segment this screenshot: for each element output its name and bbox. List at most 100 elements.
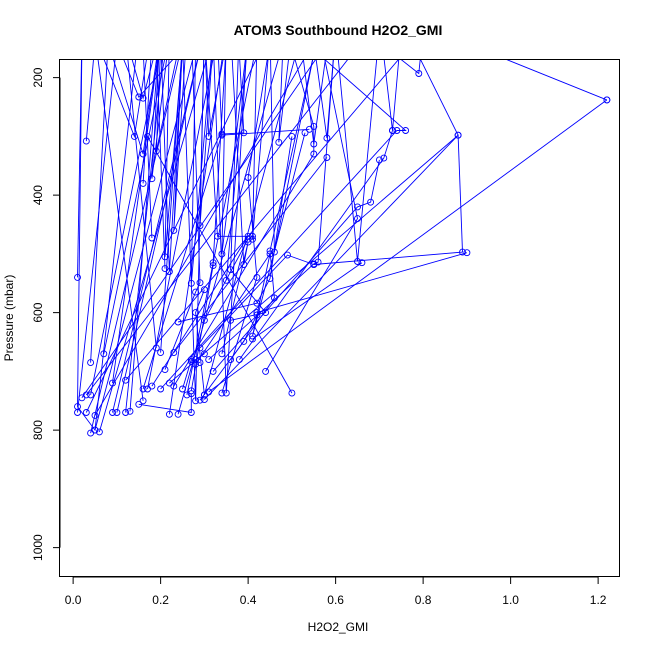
data-point-8-0 (82, 137, 90, 145)
series-line-37 (112, 60, 183, 384)
data-point-37-0 (109, 379, 116, 387)
data-point-1-2 (192, 397, 200, 405)
series-line-9 (77, 60, 82, 278)
data-point-33-0 (174, 318, 182, 326)
data-point-43-1 (446, 34, 452, 40)
series-line-53 (199, 254, 314, 349)
x-tick-label-3: 0.6 (327, 593, 344, 607)
data-point-62-2 (200, 286, 208, 294)
data-point-61-0 (135, 400, 143, 408)
data-point-3-3 (311, 51, 317, 57)
data-point-7-1 (114, 39, 120, 45)
data-point-58-2 (200, 350, 208, 358)
data-point-15-1 (105, 39, 111, 45)
data-point-19-1 (280, 39, 286, 45)
data-point-3-0 (82, 409, 90, 416)
data-point-36-2 (170, 226, 178, 234)
data-point-41-1 (162, 34, 168, 40)
series-line-20 (203, 60, 326, 396)
data-point-33-1 (253, 299, 261, 307)
data-point-7-0 (74, 409, 81, 416)
data-point-60-2 (196, 359, 204, 367)
data-point-10-0 (87, 391, 95, 399)
data-point-51-0 (170, 349, 178, 357)
data-point-16-1 (166, 34, 172, 40)
x-axis: 0.0 0.2 0.4 0.6 0.8 1.0 1.2 (65, 576, 607, 607)
data-point-38-0 (113, 409, 121, 416)
x-tick-label-1: 0.2 (152, 593, 169, 607)
series-line-35 (127, 60, 157, 348)
data-point-57-2 (196, 279, 204, 287)
data-point-17-3 (149, 22, 155, 28)
series-line-39 (147, 60, 310, 390)
data-point-57-0 (161, 366, 169, 374)
data-point-60-1 (187, 356, 195, 364)
data-point-62-1 (192, 309, 200, 317)
data-point-38-1 (201, 28, 207, 34)
series-line-25 (151, 60, 249, 387)
data-point-57-1 (192, 288, 200, 296)
data-point-26-1 (310, 150, 318, 158)
data-point-33-2 (266, 275, 274, 283)
data-point-36-3 (184, 28, 190, 34)
data-point-41-0 (122, 409, 130, 416)
data-point-18-2 (218, 250, 226, 258)
data-point-35-1 (123, 34, 129, 40)
y-tick-label-2: 600 (31, 302, 45, 322)
data-point-24-0 (209, 367, 217, 375)
data-point-1-3 (201, 28, 207, 34)
data-point-23-1 (393, 127, 401, 134)
chart-title: ATOM3 Southbound H2O2_GMI (234, 22, 443, 38)
data-point-54-2 (240, 129, 248, 137)
data-point-28-0 (218, 389, 226, 397)
series-line-29 (230, 60, 313, 360)
data-point-12-0 (109, 409, 116, 416)
series-line-52 (252, 262, 363, 340)
data-point-51-1 (323, 154, 331, 161)
data-point-21-1 (254, 39, 260, 45)
series-line-62 (195, 289, 205, 395)
data-point-35-3 (158, 28, 164, 34)
data-point-11-0 (126, 407, 134, 415)
data-point-8-1 (92, 39, 98, 45)
series-line-15 (90, 60, 157, 363)
data-point-21-0 (183, 391, 191, 399)
x-tick-label-5: 1.0 (502, 593, 519, 607)
data-point-53-2 (310, 261, 318, 268)
y-tick-label-4: 1000 (31, 534, 45, 561)
series-line-47 (143, 60, 153, 239)
data-point-19-2 (275, 138, 283, 146)
data-point-50-1 (354, 215, 361, 223)
data-point-59-1 (240, 337, 248, 345)
data-point-20-3 (324, 45, 330, 51)
series-line-43 (506, 60, 608, 101)
data-point-14-2 (415, 70, 423, 77)
series-line-59 (199, 314, 258, 401)
data-point-40-0 (139, 179, 147, 187)
data-point-10-1 (158, 45, 164, 51)
series-line-40 (142, 60, 152, 184)
series-line-54 (142, 60, 245, 390)
series-line-34 (190, 60, 226, 391)
data-point-50-2 (320, 45, 326, 51)
data-point-6-0 (82, 391, 90, 399)
series-line-56 (204, 235, 253, 321)
data-point-57-3 (188, 22, 194, 28)
series-line-45 (169, 60, 459, 384)
data-point-13-3 (210, 34, 216, 40)
x-tick-label-6: 1.2 (590, 593, 607, 607)
data-point-17-0 (139, 397, 147, 405)
series-line-31 (230, 60, 267, 321)
series-line-23 (160, 60, 407, 390)
data-point-24-2 (367, 198, 375, 206)
data-point-40-1 (149, 39, 155, 45)
data-point-16-0 (100, 350, 108, 358)
series-line-5 (81, 60, 378, 399)
data-point-7-3 (201, 22, 207, 28)
data-point-18-1 (223, 28, 229, 34)
data-point-36-0 (157, 349, 165, 357)
data-point-10-3 (180, 28, 186, 34)
data-point-60-0 (179, 385, 186, 393)
data-point-55-0 (218, 350, 226, 358)
data-point-39-3 (305, 125, 313, 133)
